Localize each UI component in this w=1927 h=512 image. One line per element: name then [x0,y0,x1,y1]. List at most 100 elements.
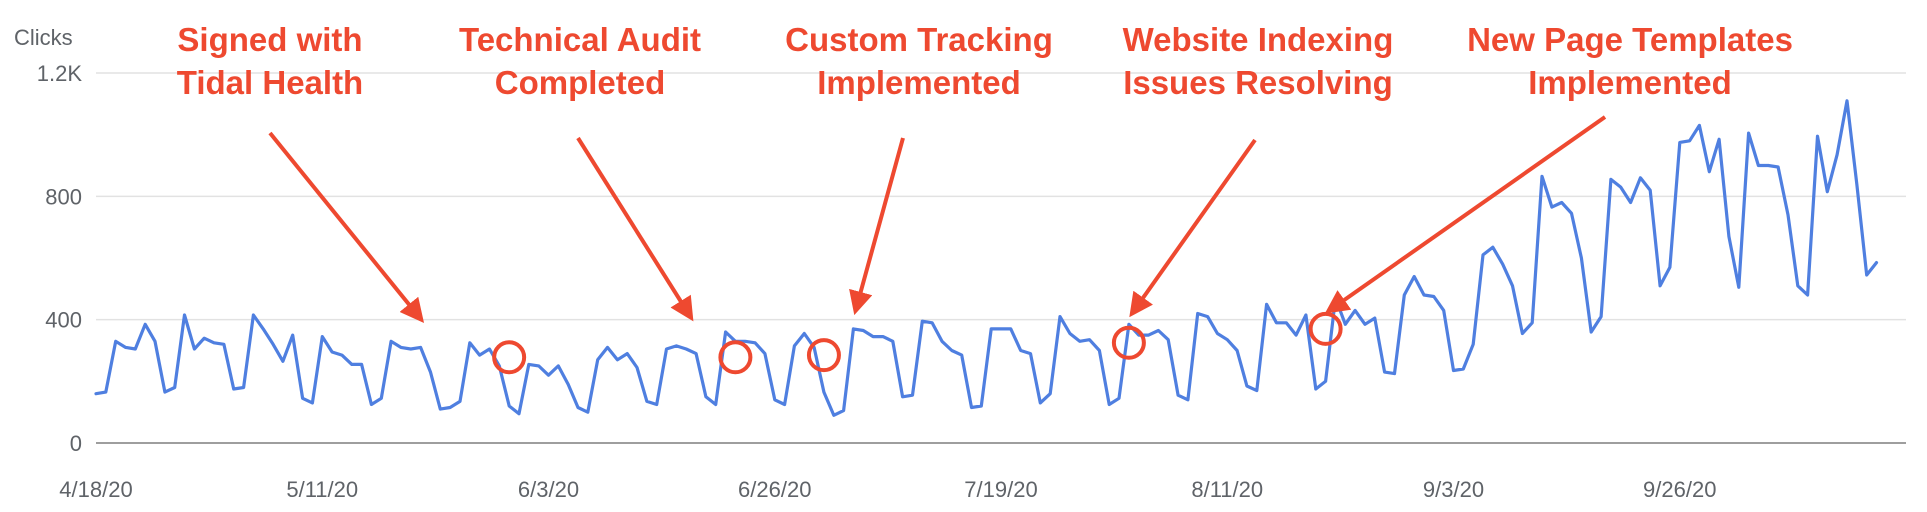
data-point [320,334,325,339]
data-point [418,345,423,350]
data-point [113,339,118,344]
data-point [782,402,787,407]
data-point [930,320,935,325]
data-point [1451,368,1456,373]
data-point [1058,314,1063,319]
data-point [1559,200,1564,205]
data-point [1608,177,1613,182]
annotation-label: Technical Audit [459,21,701,58]
data-point [1284,320,1289,325]
data-point [349,362,354,367]
data-point [802,331,807,336]
data-point [644,399,649,404]
data-point [1540,174,1545,179]
data-point [408,346,413,351]
data-point [1648,188,1653,193]
data-point [94,391,99,396]
data-point [1087,337,1092,342]
data-point [959,353,964,358]
data-point [900,394,905,399]
annotation-arrow [576,136,694,322]
data-point [1215,331,1220,336]
data-point [831,413,836,418]
data-point [920,319,925,324]
data-point [1225,337,1230,342]
data-point [703,394,708,399]
data-point [694,351,699,356]
data-point [772,397,777,402]
data-point [1520,331,1525,336]
y-axis-ticks: 0 400 800 1.2K [37,61,83,456]
data-point [1392,371,1397,376]
data-point [448,405,453,410]
annotation-arrow [268,131,425,323]
data-point [1589,330,1594,335]
data-point [1412,274,1417,279]
annotation-arrow [1324,115,1607,314]
data-point [1481,252,1486,257]
data-point [1776,165,1781,170]
data-point [1599,314,1604,319]
data-point [1038,400,1043,405]
annotation-arrow [1129,138,1257,318]
data-point [605,345,610,350]
data-point [1156,328,1161,333]
data-point [212,340,217,345]
data-point [1677,140,1682,145]
data-point [625,351,630,356]
x-tick-label: 8/11/20 [1191,477,1263,502]
x-tick-label: 9/3/20 [1423,477,1484,502]
data-point [162,390,167,395]
data-point [851,326,856,331]
data-point [1166,337,1171,342]
annotation-circle [718,340,753,375]
data-point [251,313,256,318]
data-point [585,410,590,415]
data-point [1176,393,1181,398]
data-point [1766,163,1771,168]
data-point [339,353,344,358]
data-point [1362,322,1367,327]
data-point [1530,320,1535,325]
data-point [133,346,138,351]
data-point [457,399,462,404]
annotation-circle [492,340,527,375]
data-point [635,365,640,370]
data-point [310,400,315,405]
data-point [143,322,148,327]
data-point [1372,316,1377,321]
data-point [1028,351,1033,356]
y-tick-label: 800 [45,184,82,209]
data-point [330,350,335,355]
data-point [1490,245,1495,250]
data-point [979,404,984,409]
data-point [1795,283,1800,288]
y-tick-label: 0 [70,431,82,456]
data-point [1874,260,1879,265]
data-point [1697,123,1702,128]
data-point [1471,342,1476,347]
data-point [1097,348,1102,353]
annotation-label: Website Indexing [1123,21,1394,58]
x-tick-label: 6/26/20 [738,477,811,502]
x-axis-ticks: 4/18/20 5/11/20 6/3/20 6/26/20 7/19/20 8/11/2… [59,477,1716,502]
data-point [1402,293,1407,298]
annotation-circle [806,338,841,373]
data-point [1431,294,1436,299]
data-point [477,353,482,358]
data-point [487,346,492,351]
data-point [1667,265,1672,270]
data-point [1343,322,1348,327]
data-point [1717,137,1722,142]
data-point [1146,333,1151,338]
x-tick-label: 6/3/20 [518,477,579,502]
annotation-circle [1111,325,1146,360]
data-point [1235,348,1240,353]
data-point [192,346,197,351]
data-point [280,359,285,364]
data-point [556,363,561,368]
data-point [536,363,541,368]
annotation-label: Custom Tracking [785,21,1053,58]
y-tick-label: 1.2K [37,61,83,86]
data-point [507,404,512,409]
